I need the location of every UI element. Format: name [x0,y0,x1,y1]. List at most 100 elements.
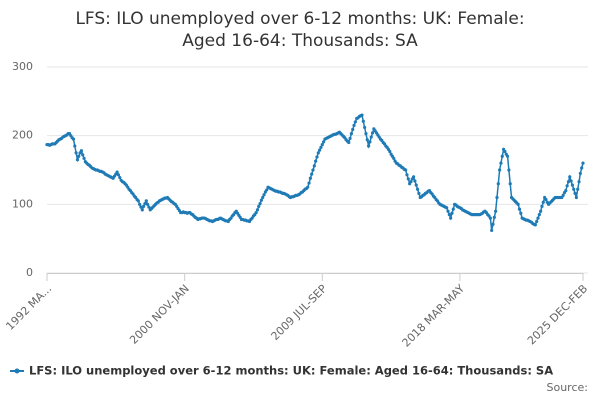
data-point [315,155,319,159]
data-point [498,168,502,172]
data-point [519,211,523,215]
data-point [352,123,356,127]
data-point [353,120,357,124]
y-tick-label: 0 [26,266,33,279]
data-point [365,138,369,142]
data-point [310,172,314,176]
data-point [569,179,573,183]
chart-title: LFS: ILO unemployed over 6-12 months: UK… [75,9,525,51]
data-point [306,185,310,189]
data-point [348,136,352,141]
data-point [565,184,569,188]
data-point [539,209,543,213]
y-tick-label: 200 [12,129,33,142]
data-point [406,177,410,181]
data-point [369,135,373,139]
data-point [417,191,421,195]
data-point [73,144,77,148]
x-tick-label: 2018 MAR-MAY [400,282,468,350]
data-point [392,156,396,160]
data-point [495,195,499,200]
data-point [488,216,492,220]
data-point [570,183,575,187]
data-point [503,149,507,154]
data-point [445,206,449,210]
data-point [577,180,581,184]
data-point [446,209,450,213]
data-point [574,195,578,200]
data-point [147,205,151,209]
data-point [368,140,372,144]
data-point [581,161,585,165]
data-point [576,187,580,191]
data-point [262,193,266,197]
data-point [361,119,365,123]
data-point [75,158,80,162]
data-point [259,198,263,202]
data-point [405,173,409,177]
data-point [319,145,323,149]
data-point [564,189,568,193]
data-point [496,182,500,186]
data-point [517,207,522,211]
data-point [499,161,503,165]
data-point [311,168,315,172]
data-point [349,132,353,136]
x-tick-label: 2025 DEC-FEB [525,282,590,347]
data-point [414,183,418,187]
data-point [447,213,451,217]
data-point [494,209,498,213]
data-point [144,199,148,203]
data-point [449,216,453,220]
data-point [580,166,584,170]
data-point [360,113,364,117]
data-point [316,151,320,155]
data-point [307,181,311,185]
data-point [370,131,375,135]
data-point [573,191,577,195]
data-point [364,132,368,136]
data-point [254,210,258,215]
y-tick-label: 300 [12,60,33,73]
data-point [347,140,351,145]
data-point [451,207,455,211]
data-point [411,175,416,179]
data-point [507,168,511,172]
data-point [81,153,85,157]
data-point [363,125,367,130]
data-point [492,215,496,219]
data-point [409,180,413,184]
data-point [308,176,312,180]
data-point [450,211,454,215]
data-point [139,205,143,209]
data-point [255,208,260,212]
y-tick-label: 100 [12,197,33,210]
data-point [71,137,76,141]
data-point [572,187,576,191]
legend-marker [14,368,20,374]
data-point [351,127,355,132]
data-point [537,213,541,217]
data-point [258,202,262,206]
data-point [115,170,119,174]
data-point [404,168,408,172]
data-point [540,204,544,208]
data-point [314,159,318,163]
data-point [116,173,121,177]
data-point [533,223,537,227]
x-tick-label: 1992 MA... [3,282,54,333]
data-point [388,149,392,154]
data-point [118,175,122,180]
data-point [257,204,261,208]
data-point [318,148,322,152]
data-point [261,195,265,200]
data-point [82,156,86,160]
data-point [566,180,571,184]
x-tick-label: 2000 NOV-JAN [127,282,192,347]
data-point [265,188,269,192]
data-point [544,197,548,202]
series-line [47,113,584,231]
data-point [561,193,565,198]
